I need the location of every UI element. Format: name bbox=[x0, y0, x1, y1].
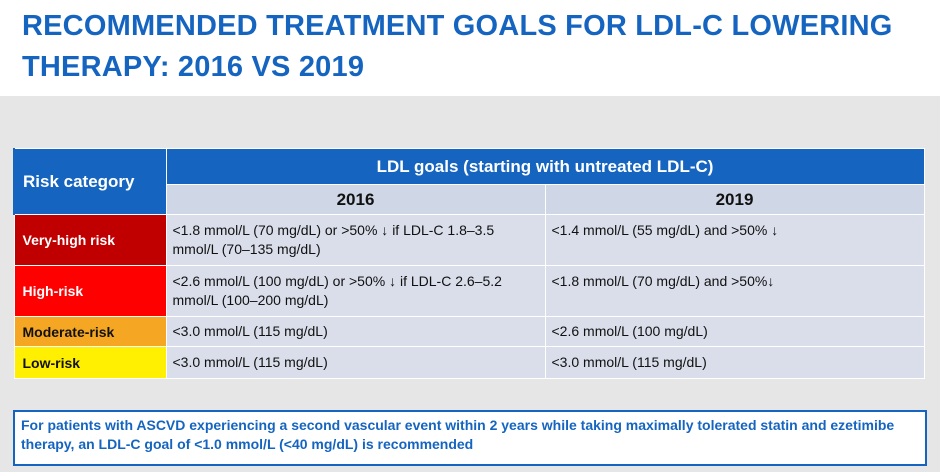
goal-2016-cell: <3.0 mmol/L (115 mg/dL) bbox=[165, 346, 546, 379]
goal-2019-cell: <1.4 mmol/L (55 mg/dL) and >50% ↓ bbox=[544, 214, 925, 266]
table-row: Very-high risk <1.8 mmol/L (70 mg/dL) or… bbox=[13, 214, 925, 266]
year-2019-header: 2019 bbox=[544, 184, 925, 215]
ldl-goals-header: LDL goals (starting with untreated LDL-C… bbox=[165, 148, 925, 185]
risk-category-high: High-risk bbox=[13, 265, 167, 317]
table-header-row: Risk category LDL goals (starting with u… bbox=[13, 148, 925, 215]
ldl-goals-table: Risk category LDL goals (starting with u… bbox=[13, 148, 925, 379]
goal-2019-cell: <3.0 mmol/L (115 mg/dL) bbox=[544, 346, 925, 379]
goal-2016-cell: <1.8 mmol/L (70 mg/dL) or >50% ↓ if LDL-… bbox=[165, 214, 546, 266]
goal-2016-cell: <3.0 mmol/L (115 mg/dL) bbox=[165, 316, 546, 347]
page-title: RECOMMENDED TREATMENT GOALS FOR LDL-C LO… bbox=[22, 10, 893, 83]
goal-2019-cell: <2.6 mmol/L (100 mg/dL) bbox=[544, 316, 925, 347]
table-row: High-risk <2.6 mmol/L (100 mg/dL) or >50… bbox=[13, 265, 925, 317]
goal-2019-cell: <1.8 mmol/L (70 mg/dL) and >50%↓ bbox=[544, 265, 925, 317]
title-area: RECOMMENDED TREATMENT GOALS FOR LDL-C LO… bbox=[0, 0, 940, 96]
year-header-row: 2016 2019 bbox=[14, 184, 925, 215]
year-2016-header: 2016 bbox=[165, 184, 546, 215]
risk-category-very-high: Very-high risk bbox=[13, 214, 167, 266]
ascvd-note-box: For patients with ASCVD experiencing a s… bbox=[13, 410, 927, 466]
goal-2016-cell: <2.6 mmol/L (100 mg/dL) or >50% ↓ if LDL… bbox=[165, 265, 546, 317]
risk-category-low: Low-risk bbox=[13, 346, 167, 379]
risk-category-moderate: Moderate-risk bbox=[13, 316, 167, 347]
table-row: Low-risk <3.0 mmol/L (115 mg/dL) <3.0 mm… bbox=[13, 346, 925, 379]
table-row: Moderate-risk <3.0 mmol/L (115 mg/dL) <2… bbox=[13, 316, 925, 347]
risk-category-header: Risk category bbox=[13, 148, 167, 215]
